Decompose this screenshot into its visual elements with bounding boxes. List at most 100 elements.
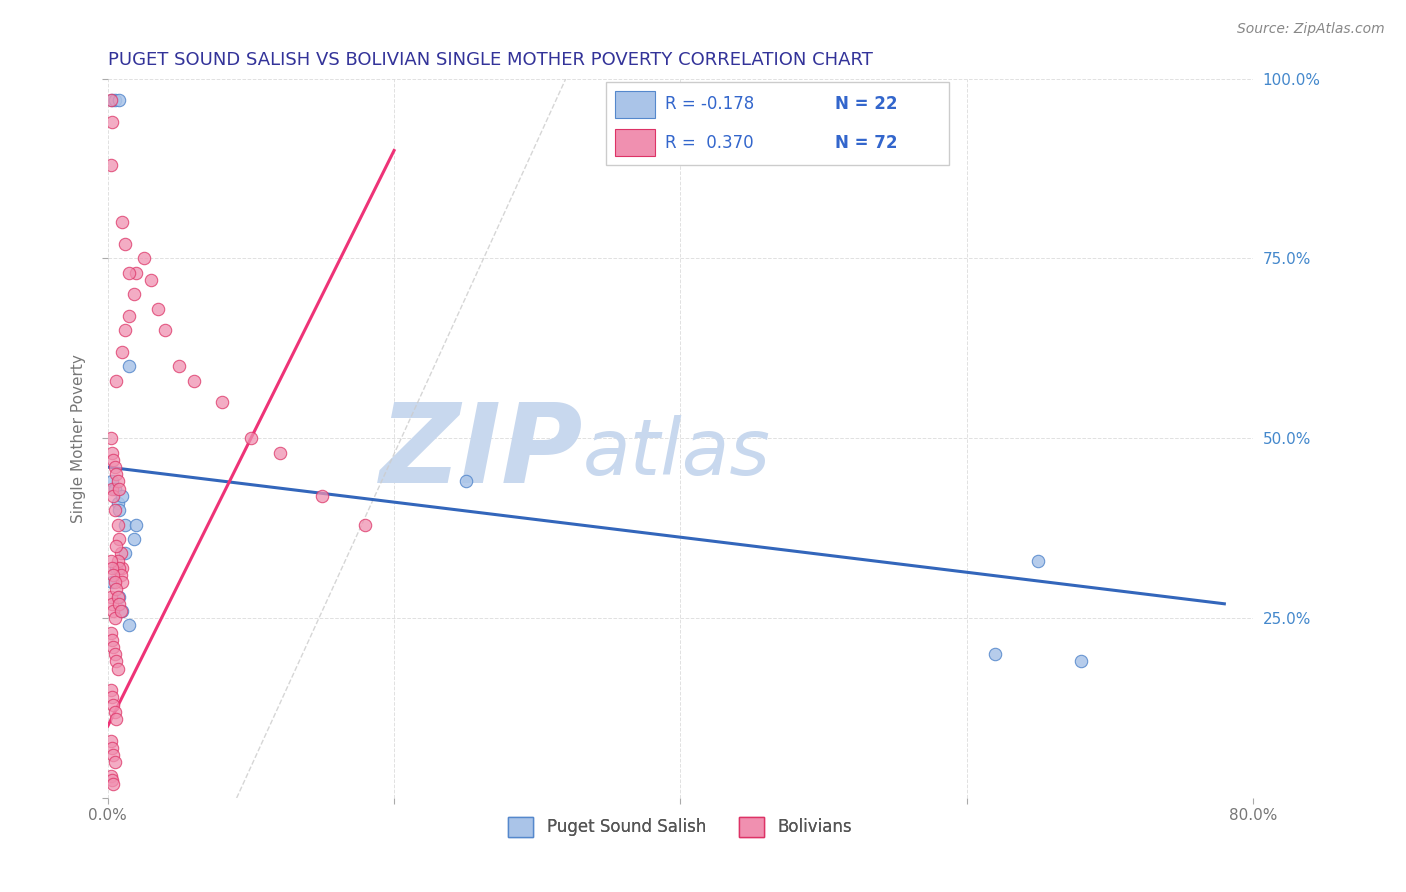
Point xyxy=(108,597,131,611)
Point xyxy=(100,158,122,172)
Text: Source: ZipAtlas.com: Source: ZipAtlas.com xyxy=(1237,22,1385,37)
Point xyxy=(103,698,125,712)
Text: R = -0.178: R = -0.178 xyxy=(665,95,755,113)
Point xyxy=(101,114,124,128)
Point xyxy=(105,561,128,575)
Point xyxy=(100,590,122,604)
Point xyxy=(105,539,128,553)
Point xyxy=(108,561,131,575)
Point xyxy=(100,93,122,107)
Point xyxy=(100,625,122,640)
Point xyxy=(104,460,127,475)
Point xyxy=(100,769,122,783)
Point xyxy=(118,618,141,632)
Legend: Puget Sound Salish, Bolivians: Puget Sound Salish, Bolivians xyxy=(502,810,859,844)
Point xyxy=(101,632,124,647)
Point xyxy=(104,611,127,625)
Point xyxy=(125,517,148,532)
Point xyxy=(107,496,129,510)
Point xyxy=(354,517,377,532)
Point xyxy=(125,266,148,280)
Point xyxy=(100,683,122,698)
Point xyxy=(103,777,125,791)
Point xyxy=(454,475,477,489)
Point xyxy=(101,93,124,107)
Point xyxy=(269,446,291,460)
Point xyxy=(103,747,125,762)
Point xyxy=(101,475,124,489)
Point xyxy=(101,690,124,705)
Point xyxy=(104,647,127,661)
Text: N = 22: N = 22 xyxy=(835,95,897,113)
Point xyxy=(139,273,162,287)
Point xyxy=(107,590,129,604)
Point xyxy=(132,252,155,266)
Point xyxy=(111,345,134,359)
Point xyxy=(114,323,136,337)
Point xyxy=(239,431,262,445)
Point xyxy=(984,647,1007,661)
Text: ZIP: ZIP xyxy=(380,400,583,506)
Point xyxy=(104,575,127,590)
Point xyxy=(311,489,333,503)
Point xyxy=(108,590,131,604)
Point xyxy=(118,309,141,323)
Point xyxy=(108,93,131,107)
Point xyxy=(114,237,136,252)
Point xyxy=(153,323,176,337)
Point xyxy=(114,546,136,560)
Point xyxy=(110,604,132,618)
FancyBboxPatch shape xyxy=(614,129,655,156)
Point xyxy=(110,568,132,582)
Point xyxy=(183,374,205,388)
Text: atlas: atlas xyxy=(583,415,770,491)
Point xyxy=(104,705,127,719)
Point xyxy=(100,733,122,747)
Point xyxy=(105,712,128,726)
Point xyxy=(101,740,124,755)
Point xyxy=(107,662,129,676)
Point xyxy=(122,532,145,546)
Point xyxy=(1026,554,1049,568)
Point xyxy=(101,597,124,611)
Point xyxy=(100,554,122,568)
Point xyxy=(104,482,127,496)
Point xyxy=(100,431,122,445)
Point xyxy=(211,395,233,409)
Point xyxy=(1070,654,1092,668)
Point xyxy=(105,582,128,597)
FancyBboxPatch shape xyxy=(606,82,949,165)
Point xyxy=(107,475,129,489)
Point xyxy=(105,374,128,388)
Point xyxy=(103,453,125,467)
Point xyxy=(169,359,191,374)
Point xyxy=(108,532,131,546)
Point xyxy=(104,93,127,107)
Point xyxy=(103,640,125,654)
Point xyxy=(118,359,141,374)
Point xyxy=(101,446,124,460)
Point xyxy=(108,503,131,517)
Point xyxy=(101,773,124,788)
Point xyxy=(146,301,169,316)
Point xyxy=(114,517,136,532)
Text: N = 72: N = 72 xyxy=(835,134,897,152)
FancyBboxPatch shape xyxy=(614,91,655,118)
Point xyxy=(103,604,125,618)
Point xyxy=(118,266,141,280)
Point xyxy=(105,654,128,668)
Point xyxy=(107,517,129,532)
Point xyxy=(122,287,145,301)
Point xyxy=(105,467,128,482)
Point xyxy=(104,755,127,769)
Point xyxy=(111,489,134,503)
Text: PUGET SOUND SALISH VS BOLIVIAN SINGLE MOTHER POVERTY CORRELATION CHART: PUGET SOUND SALISH VS BOLIVIAN SINGLE MO… xyxy=(108,51,873,69)
Point xyxy=(111,604,134,618)
Point xyxy=(103,568,125,582)
Point xyxy=(104,503,127,517)
Point xyxy=(111,561,134,575)
Point xyxy=(103,489,125,503)
Point xyxy=(101,575,124,590)
Point xyxy=(110,546,132,560)
Y-axis label: Single Mother Poverty: Single Mother Poverty xyxy=(72,354,86,523)
